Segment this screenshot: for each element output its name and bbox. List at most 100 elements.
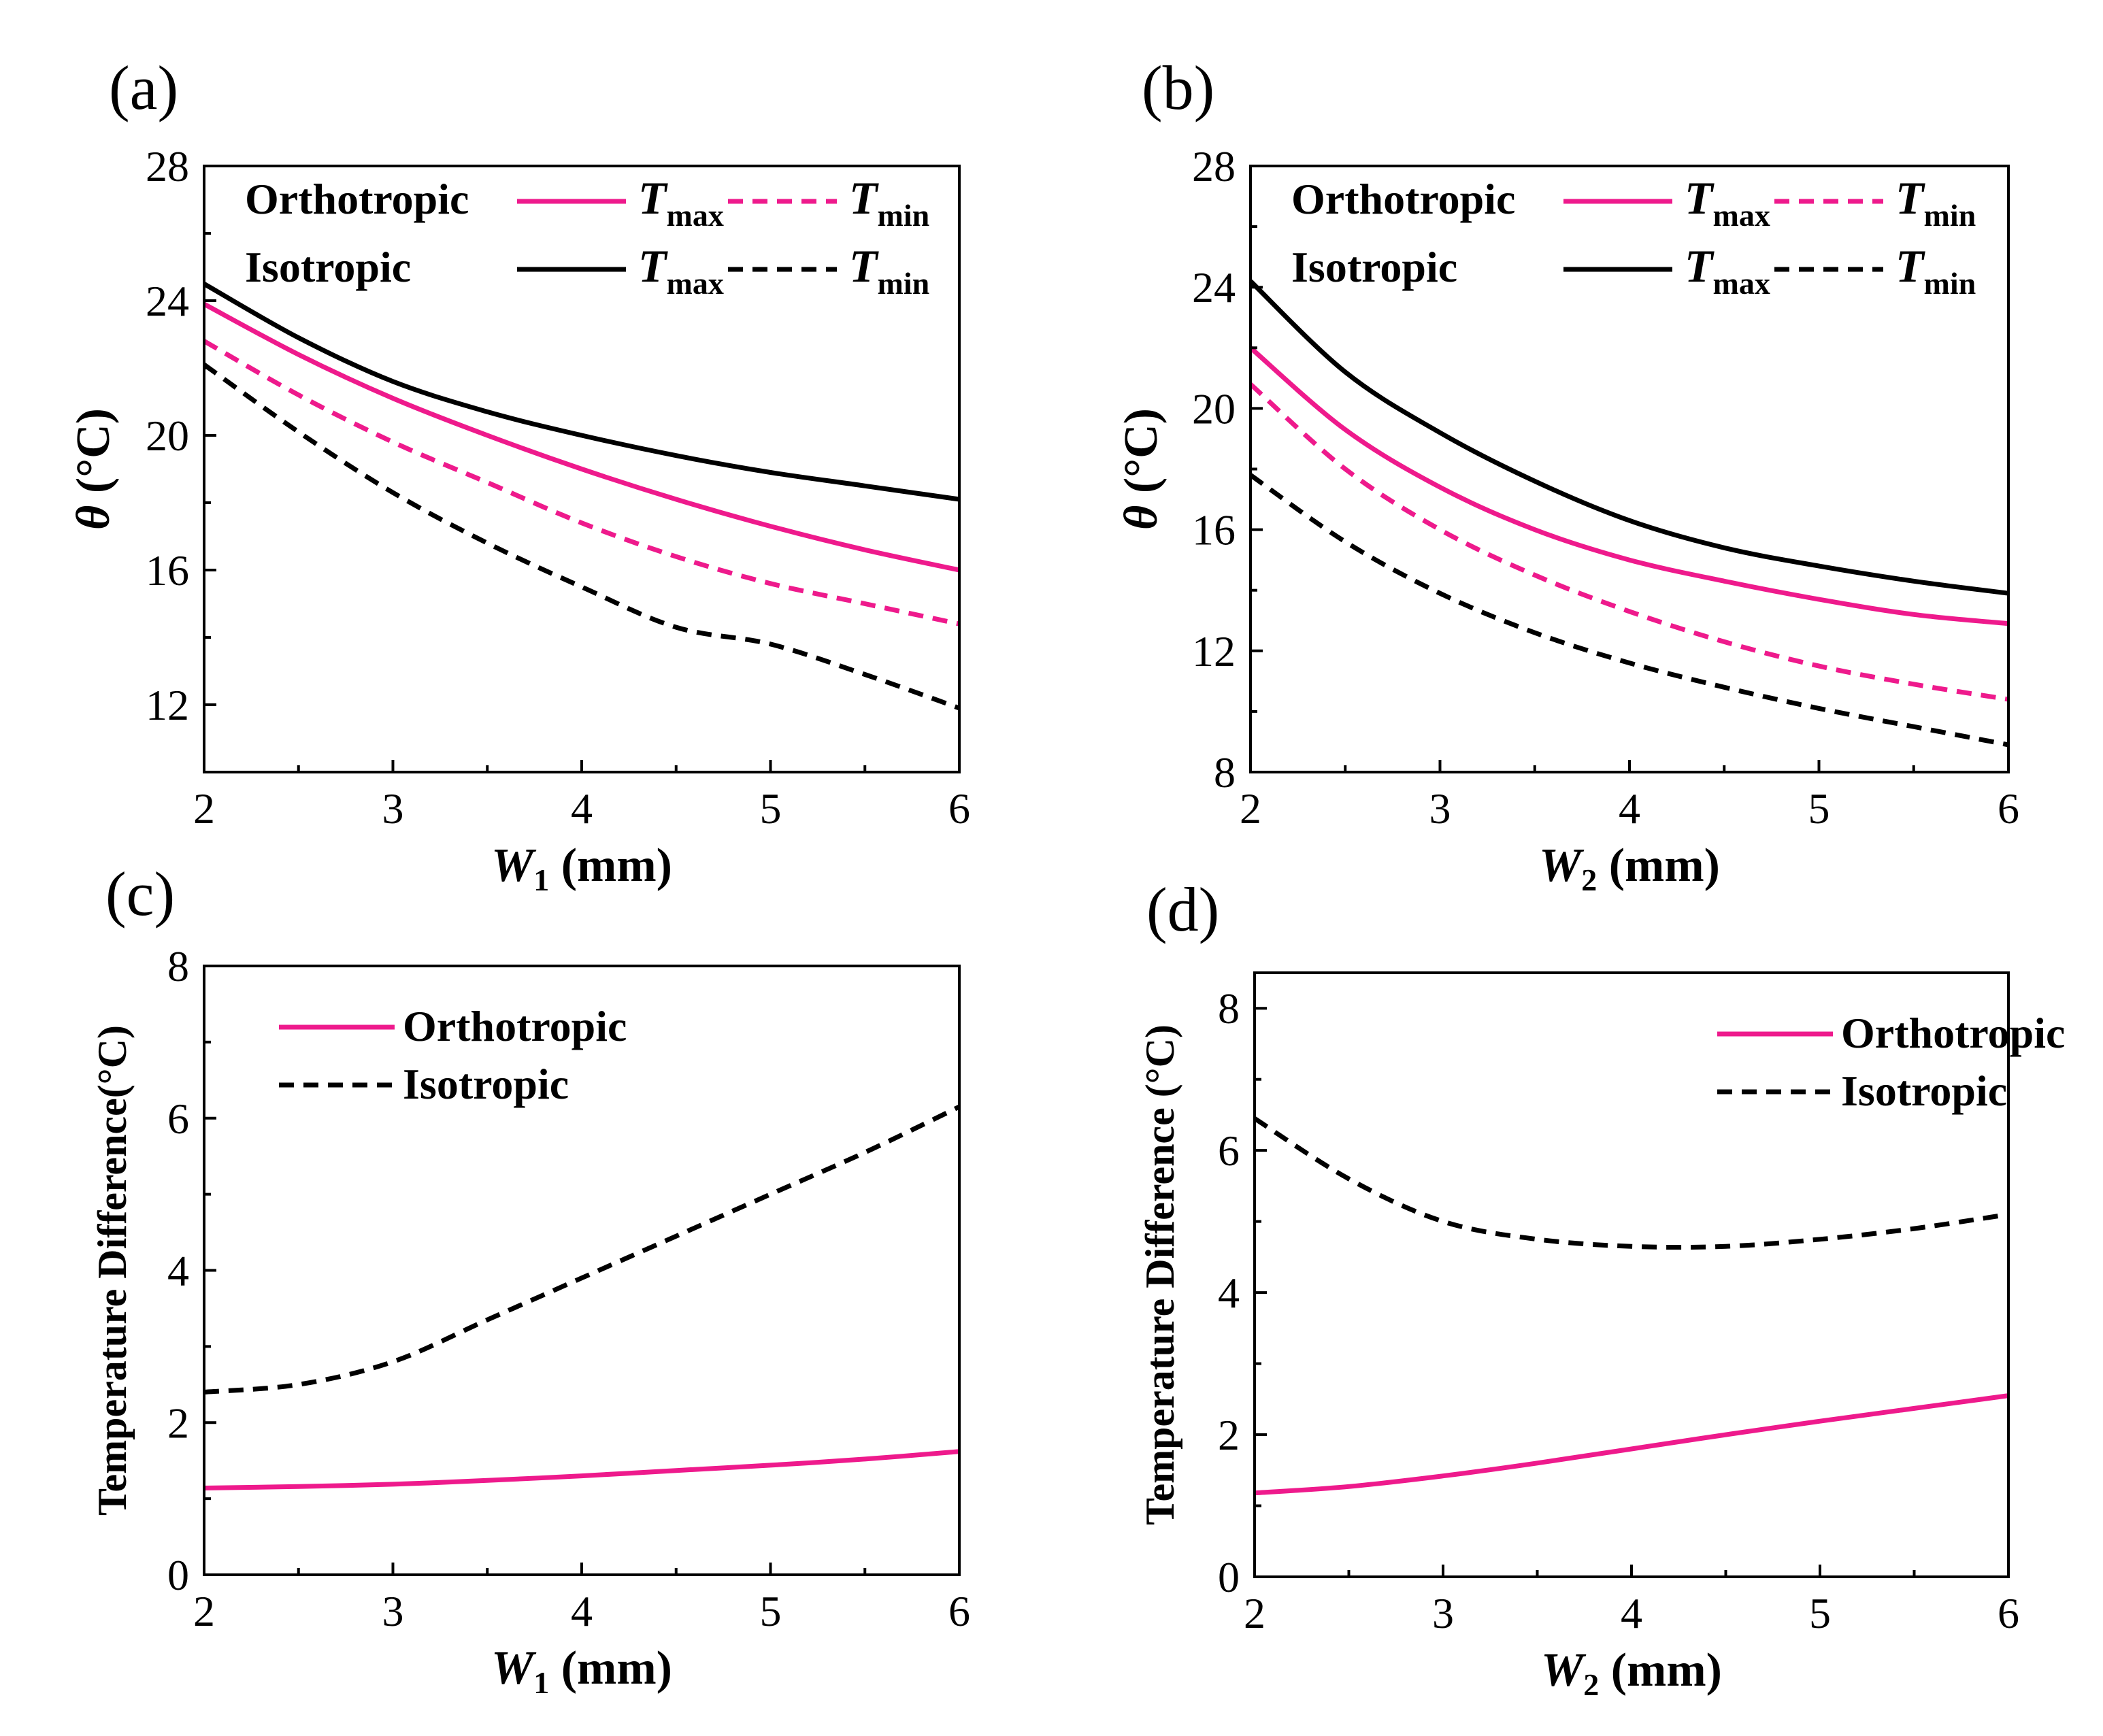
y-tick-label: 24 (146, 277, 189, 325)
x-axis-label-unit: (mm) (549, 1642, 672, 1695)
series-line (202, 363, 961, 711)
series-line (1254, 1393, 2009, 1496)
x-tick-label: 6 (1998, 784, 2019, 833)
legend-label-isotropic: Isotropic (1841, 1067, 2007, 1115)
x-axis-label-main: W (1539, 839, 1585, 892)
series-line (203, 301, 960, 573)
y-axis-label: Temperature Difference (°C) (1138, 1024, 1182, 1525)
x-axis-label-main: W (1541, 1644, 1587, 1697)
x-tick-label: 5 (1808, 784, 1830, 833)
y-tick-label: 28 (146, 142, 189, 190)
legend-label-tmin: Tmin (849, 172, 929, 233)
legend-sub: min (878, 198, 930, 233)
series-line (1248, 473, 2009, 748)
y-axis-label-symbol: θ (67, 505, 120, 530)
panel-label: (b) (1142, 53, 1214, 122)
x-axis-label: W2 (mm) (1541, 1644, 1722, 1702)
x-tick-label: 3 (1429, 784, 1451, 833)
series-line (203, 1104, 961, 1395)
series-line (1248, 382, 2009, 702)
y-axis-label-unit: (°C) (1115, 408, 1168, 505)
y-tick-label: 20 (146, 412, 189, 460)
legend-group-label: Orthotropic (245, 175, 469, 223)
x-tick-label: 3 (382, 1587, 404, 1635)
legend-symbol: T (638, 172, 668, 224)
legend-label-tmax: Tmax (638, 240, 724, 301)
legend-group-label: Isotropic (245, 243, 411, 291)
x-axis-label: W1 (mm) (491, 1642, 672, 1700)
legend-symbol: T (1895, 240, 1925, 292)
x-tick-label: 4 (571, 1587, 593, 1635)
legend-label-tmax: Tmax (1685, 240, 1770, 301)
legend-symbol: T (638, 240, 668, 292)
y-axis-label: θ (°C) (67, 408, 120, 530)
series-line (1253, 1116, 2009, 1250)
series-line (203, 282, 960, 502)
legend-symbol: T (1685, 240, 1715, 292)
x-tick-label: 5 (760, 1587, 782, 1635)
legend-sub: max (1713, 198, 1770, 233)
y-tick-label: 2 (167, 1399, 189, 1447)
x-axis-label-sub: 1 (533, 1665, 549, 1700)
legend-sub: max (667, 266, 724, 301)
series-group (202, 282, 961, 711)
y-tick-label: 12 (1192, 627, 1236, 675)
x-tick-label: 3 (382, 784, 404, 833)
panel-a: (a) 2 3 4 5 6 12 16 20 24 28 W1 (mm) θ (°C) Orthotrop… (67, 53, 970, 897)
legend-sub: min (1924, 198, 1976, 233)
legend-label-tmin: Tmin (1895, 172, 1976, 233)
legend-sub: max (667, 198, 724, 233)
y-tick-label: 8 (1218, 984, 1240, 1033)
y-tick-label: 16 (146, 546, 189, 595)
y-tick-label: 8 (1214, 748, 1236, 797)
legend-group-label: Orthotropic (1291, 175, 1515, 223)
x-tick-label: 3 (1432, 1589, 1454, 1637)
x-tick-label: 2 (1244, 1589, 1265, 1637)
x-tick-label: 2 (193, 1587, 215, 1635)
y-tick-label: 8 (167, 942, 189, 990)
x-axis-label-unit: (mm) (549, 839, 672, 892)
x-tick-label: 2 (1240, 784, 1261, 833)
x-axis-label-sub: 2 (1581, 863, 1597, 897)
x-axis-label-sub: 1 (533, 863, 549, 897)
y-tick-label: 2 (1218, 1411, 1240, 1459)
legend-symbol: T (1895, 172, 1925, 224)
series-group (1253, 1116, 2009, 1496)
series-line (203, 1449, 960, 1490)
y-tick-label: 28 (1192, 142, 1236, 190)
y-tick-label: 4 (167, 1247, 189, 1295)
legend-group-label: Isotropic (1291, 243, 1457, 291)
x-axis-label-main: W (491, 1642, 537, 1695)
series-line (1248, 346, 2009, 627)
x-tick-label: 5 (760, 784, 782, 833)
legend: Orthotropic Isotropic (279, 1002, 627, 1108)
x-tick-label: 4 (571, 784, 593, 833)
x-tick-label: 2 (193, 784, 215, 833)
x-tick-label: 6 (948, 1587, 970, 1635)
legend: Orthotropic Isotropic (1717, 1009, 2065, 1115)
legend-symbol: T (849, 240, 879, 292)
y-axis-label: Temperature Difference(°C) (90, 1025, 135, 1516)
series-group (1248, 279, 2009, 748)
legend-symbol: T (849, 172, 879, 224)
legend-label-tmax: Tmax (1685, 172, 1770, 233)
series-line (1248, 279, 2009, 596)
x-tick-label: 5 (1809, 1589, 1831, 1637)
x-tick-label: 6 (948, 784, 970, 833)
series-line (203, 339, 960, 627)
y-axis-label-unit: (°C) (67, 408, 120, 505)
y-tick-label: 4 (1218, 1269, 1240, 1317)
x-tick-label: 4 (1619, 784, 1640, 833)
legend-label-tmax: Tmax (638, 172, 724, 233)
x-axis-label: W1 (mm) (491, 839, 672, 897)
legend-symbol: T (1685, 172, 1715, 224)
y-axis-label-symbol: θ (1115, 505, 1168, 530)
legend-sub: min (878, 266, 930, 301)
x-axis-label-main: W (491, 839, 537, 892)
y-tick-label: 12 (146, 681, 189, 729)
series-group (203, 1104, 961, 1490)
legend-label-tmin: Tmin (849, 240, 929, 301)
y-tick-label: 6 (1218, 1126, 1240, 1175)
